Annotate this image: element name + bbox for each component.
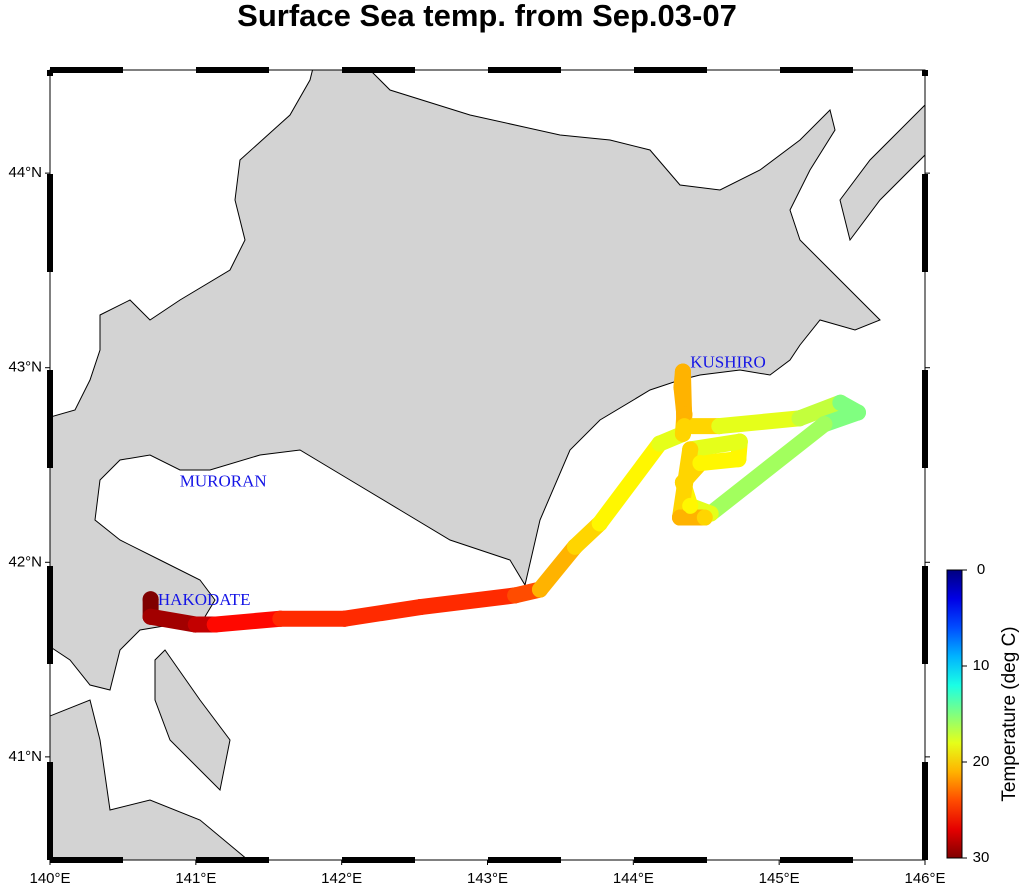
x-tick-label: 144°E	[613, 870, 654, 887]
track-point	[673, 379, 690, 396]
place-label: KUSHIRO	[690, 353, 766, 372]
colorbar-tick-label: 30	[973, 849, 990, 866]
track-point	[672, 509, 688, 526]
colorbar-tick-label: 10	[973, 657, 990, 674]
land	[50, 70, 925, 860]
x-tick-label: 146°E	[904, 870, 945, 887]
track-point	[682, 497, 699, 514]
track-segment	[336, 599, 429, 627]
track-segment	[412, 587, 524, 616]
track-point	[336, 610, 353, 627]
colorbar-tick-label: 0	[977, 561, 985, 578]
track-point	[711, 418, 728, 435]
track-point	[832, 394, 849, 411]
shimokita	[154, 649, 231, 792]
track-point	[272, 610, 289, 627]
track-point	[730, 451, 747, 468]
colorbar	[946, 569, 963, 859]
colorbar-tick-label: 20	[973, 753, 990, 770]
track-segment	[532, 538, 583, 598]
track-point	[674, 474, 691, 491]
frame-border	[47, 67, 928, 863]
track-point	[791, 410, 808, 427]
track-point	[674, 363, 691, 380]
y-tick-label: 43°N	[8, 359, 42, 376]
track-segment	[206, 610, 289, 633]
place-label: MURORAN	[180, 471, 267, 490]
y-tick-label: 44°N	[8, 164, 42, 181]
track-point	[532, 581, 548, 598]
kuril	[839, 104, 925, 242]
track-point	[696, 509, 713, 526]
track-point	[206, 616, 223, 633]
x-tick-label: 142°E	[321, 870, 362, 887]
y-tick-label: 41°N	[8, 748, 42, 765]
colorbar-label: Temperature (deg C)	[999, 626, 1020, 801]
track-segment	[591, 435, 668, 532]
x-tick-label: 140°E	[29, 870, 70, 887]
x-tick-label: 145°E	[759, 870, 800, 887]
x-tick-label: 141°E	[175, 870, 216, 887]
track-point	[142, 608, 159, 625]
track-point	[676, 406, 693, 423]
track-point	[187, 616, 204, 633]
track-point	[567, 538, 583, 555]
place-label: HAKODATE	[158, 590, 251, 609]
track-point	[692, 455, 709, 472]
track-point	[731, 433, 748, 450]
track-point	[507, 587, 524, 604]
track-point	[412, 599, 429, 616]
y-tick-label: 42°N	[8, 553, 42, 570]
track-segment	[711, 410, 808, 435]
track-point	[816, 416, 833, 433]
title: Surface Sea temp. from Sep.03-07	[237, 0, 737, 33]
x-tick-label: 143°E	[467, 870, 508, 887]
ship-track	[142, 363, 866, 633]
track-point	[591, 515, 608, 532]
track-point	[651, 435, 668, 452]
honshu	[50, 699, 249, 860]
track-point	[682, 441, 699, 458]
track-segment	[682, 433, 748, 458]
track-point	[142, 591, 159, 608]
track-segment	[702, 416, 833, 522]
track-point	[676, 418, 693, 435]
track-point	[849, 404, 866, 421]
